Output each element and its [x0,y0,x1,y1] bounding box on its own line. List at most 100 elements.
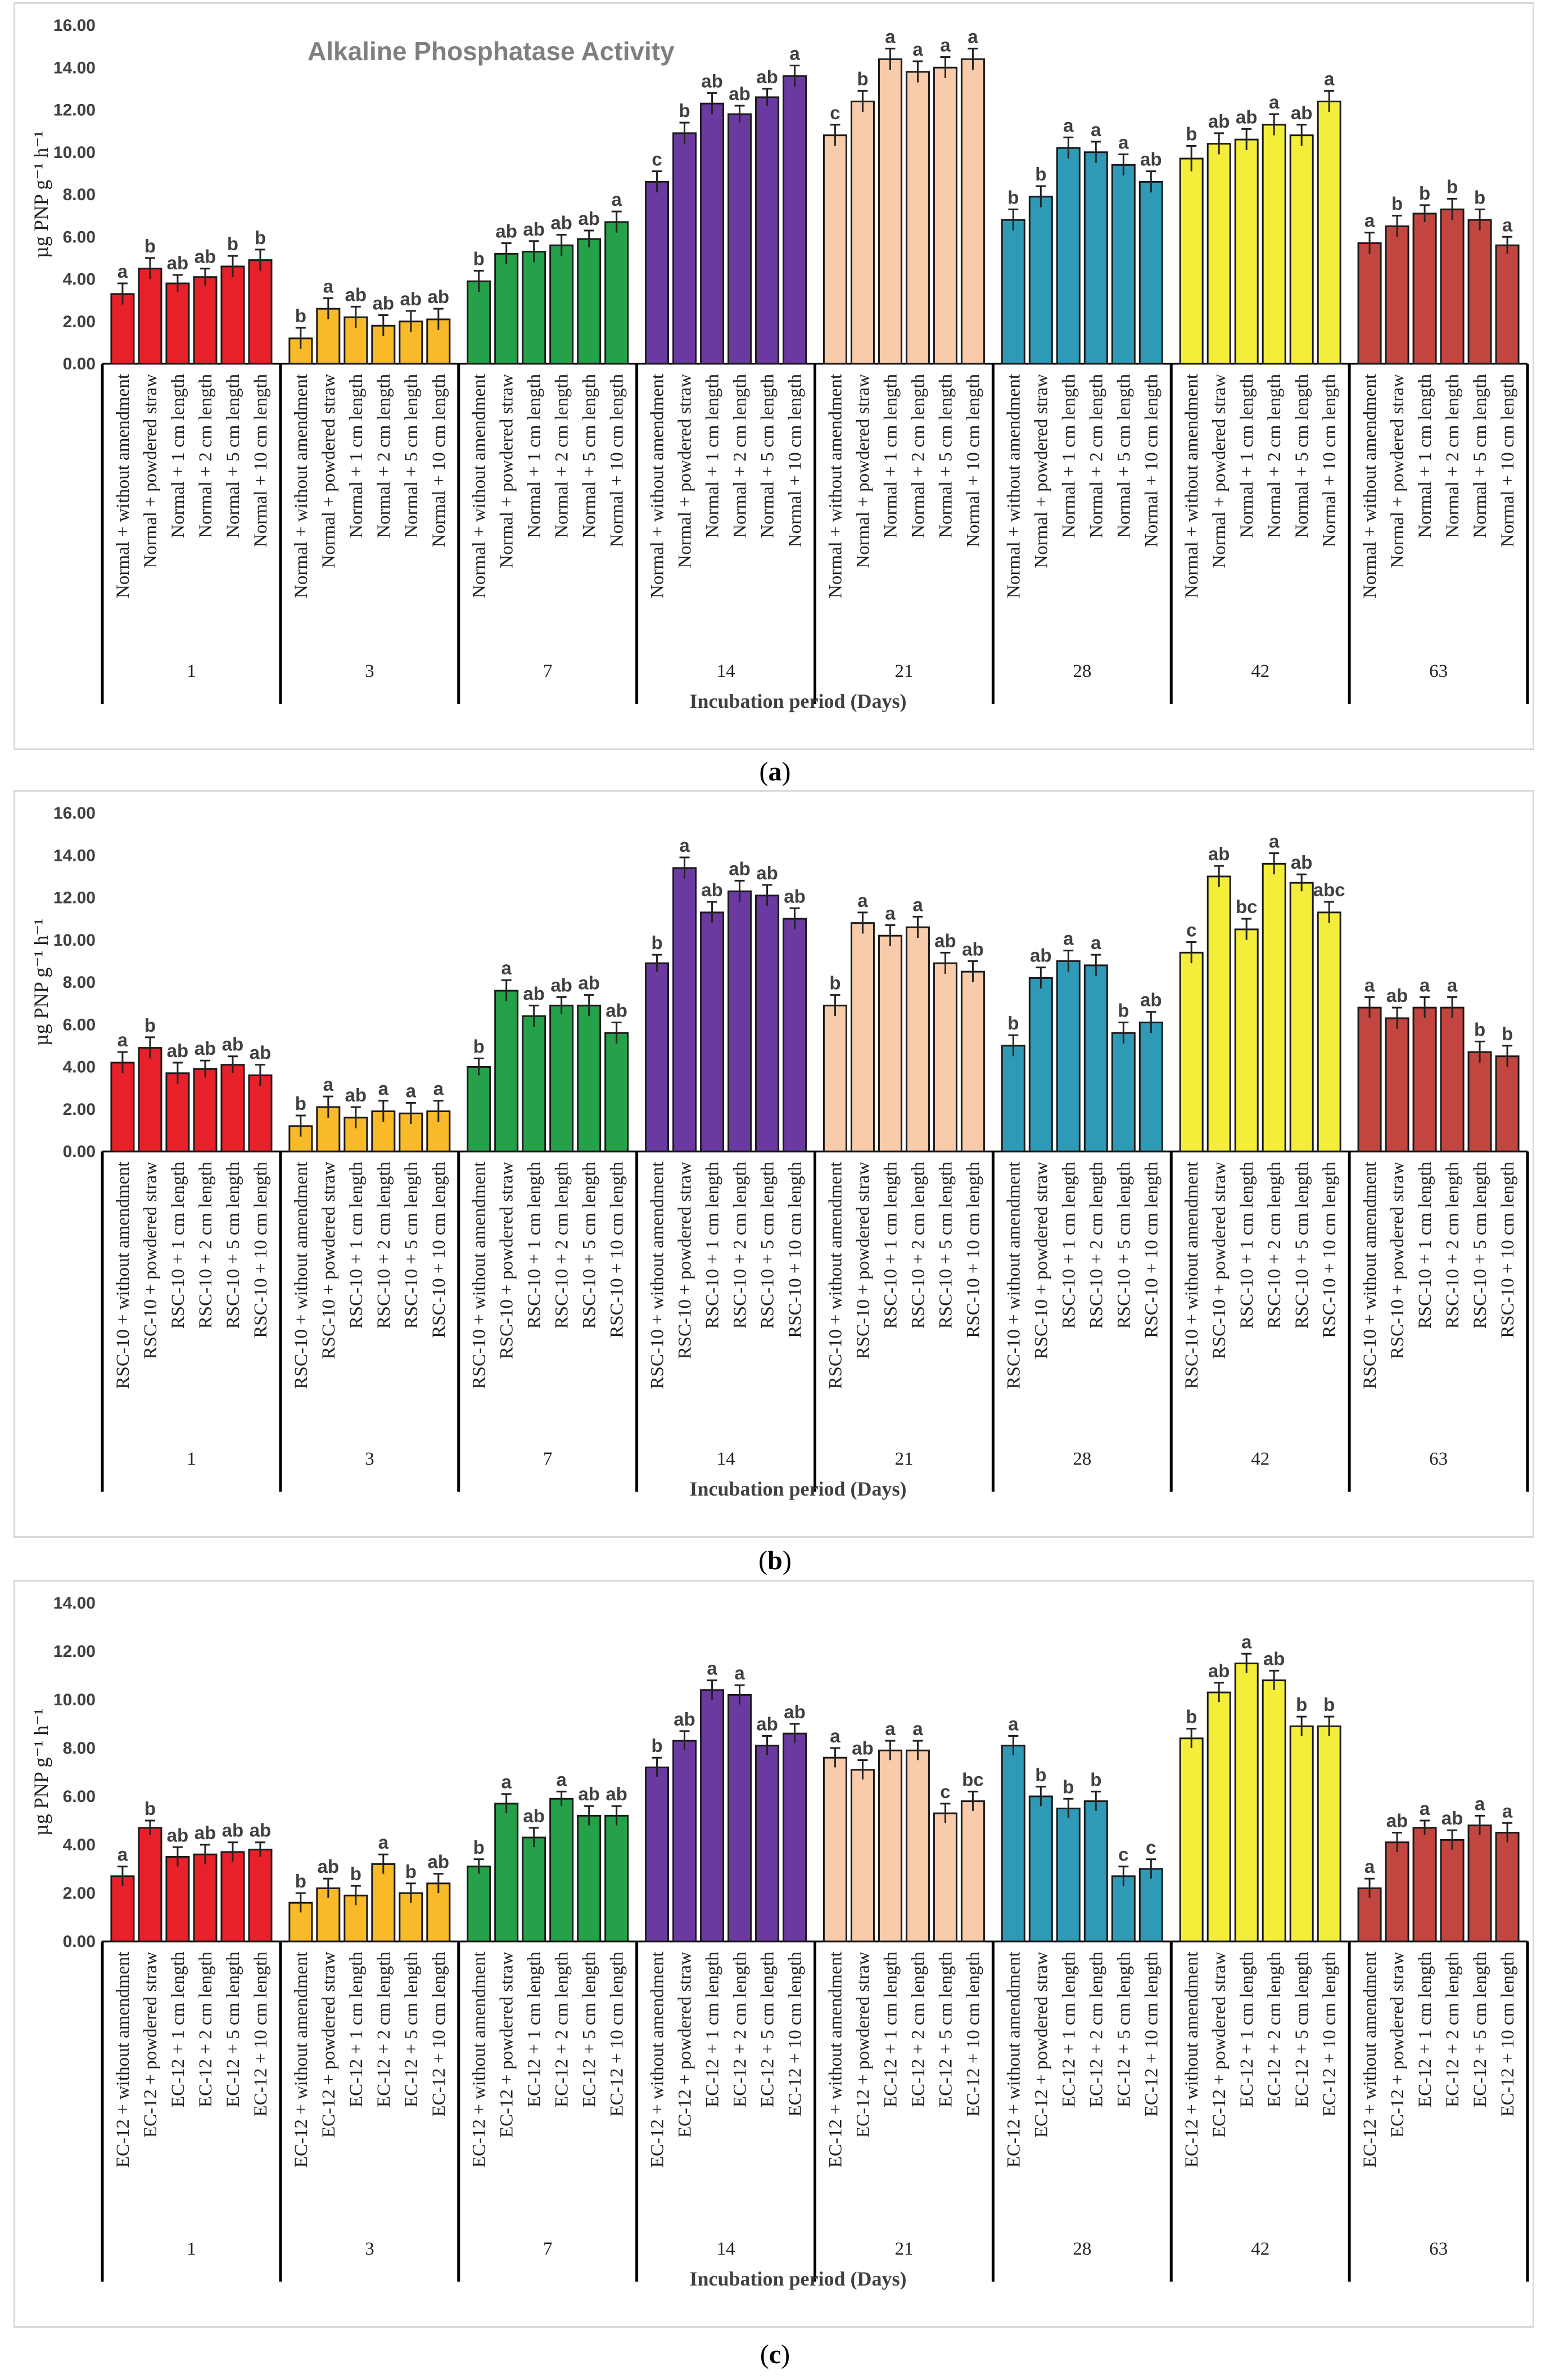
bar [110,1875,135,1943]
bar [549,1004,574,1153]
category-label: RSC-10 + powdered straw [853,1162,873,1359]
significance-letter: a [734,1663,745,1683]
category-label: EC-12 + 5 cm length [1292,1952,1312,2108]
significance-letter: b [1035,1764,1046,1785]
category-label: RSC-10 + without amendment [113,1162,133,1389]
significance-letter: ab [1140,149,1162,170]
category-label: EC-12 + 2 cm length [1086,1952,1106,2108]
category-label: Normal + 1 cm length [525,374,545,538]
significance-letter: b [1035,164,1046,184]
bar [165,1072,190,1153]
bar [1056,960,1081,1153]
significance-letter: a [1008,1714,1019,1735]
bar [1111,164,1136,365]
bar [1001,1045,1025,1153]
significance-letter: a [1063,115,1074,136]
bar [604,1032,629,1153]
significance-letter: b [1186,1706,1197,1727]
significance-letter: ab [605,1000,627,1020]
bar [1179,1737,1204,1943]
bar [248,1074,273,1153]
category-label: Normal + 10 cm length [963,374,983,548]
category-label: EC-12 + 10 cm length [963,1952,983,2117]
bar [960,970,985,1153]
category-label: EC-12 + powdered straw [1388,1952,1408,2138]
category-label: EC-12 + 5 cm length [580,1952,600,2108]
category-label: Normal + without amendment [1004,374,1024,598]
category-label: Normal + 1 cm length [880,374,901,538]
category-label: EC-12 + 10 cm length [607,1952,627,2117]
significance-letter: ab [400,288,422,309]
bar [878,58,902,365]
y-axis-title: µg PNP g⁻¹ h⁻¹ [30,1709,52,1836]
chart-c-svg: 0.00 2.00 4.00 6.00 8.00 10.00 12.00 14.00 µg PN… [30,1594,1529,2290]
y-tick-label: 6.00 [63,228,96,246]
category-label: Normal + 2 cm length [1443,374,1463,538]
chart-b-svg: 0.00 2.00 4.00 6.00 8.00 10.00 12.00 14.00 16.00… [30,804,1529,1500]
bar [371,1110,396,1153]
significance-letter: b [679,100,690,121]
significance-letter: a [1420,974,1430,995]
bar [1206,1691,1231,1943]
significance-letter: b [1007,187,1019,207]
bar [1083,151,1108,365]
significance-letter: ab [222,1034,244,1055]
category-label: EC-12 + 10 cm length [1141,1952,1162,2117]
category-label: RSC-10 + 10 cm length [785,1162,806,1338]
category-label: EC-12 + 2 cm length [1264,1952,1285,2108]
significance-letter: c [652,149,662,170]
significance-letter: a [118,1029,128,1050]
bar [371,1863,396,1943]
y-tick-label: 14.00 [53,1594,96,1613]
category-label: RSC-10 + 5 cm length [1470,1162,1490,1329]
significance-letter: ab [1291,852,1313,873]
category-label: EC-12 + 2 cm length [196,1952,216,2108]
bar [1028,977,1053,1153]
category-label: EC-12 + 5 cm length [1114,1952,1134,2108]
category-label: Normal + 5 cm length [401,374,422,538]
significance-letter: b [350,1863,361,1884]
bar [1262,124,1286,365]
category-label: Normal + 1 cm length [346,374,367,538]
bar [645,962,670,1153]
category-label: Normal + 5 cm length [1292,374,1312,538]
category-label: RSC-10 + 2 cm length [1086,1162,1106,1329]
day-label: 1 [187,1449,196,1469]
significance-letter: b [651,932,662,953]
significance-letter: ab [1208,111,1230,132]
category-label: EC-12 + 1 cm length [346,1952,367,2108]
category-label: Normal + 2 cm length [196,374,216,538]
y-tick-label: 4.00 [63,270,96,289]
category-label: RSC-10 + powdered straw [497,1162,517,1359]
category-label: EC-12 + 1 cm length [703,1952,723,2108]
bar [783,1732,807,1943]
chart-panel-b: 0.00 2.00 4.00 6.00 8.00 10.00 12.00 14.00 16.00… [13,790,1534,1538]
bar [1495,1055,1520,1153]
y-tick-label: 12.00 [53,889,96,907]
category-label: EC-12 + 10 cm length [1319,1952,1340,2117]
category-label: RSC-10 + 10 cm length [607,1162,627,1338]
category-label: Normal + 10 cm length [785,374,806,548]
category-label: Normal + 5 cm length [758,374,778,538]
category-label: EC-12 + without amendment [648,1952,668,2167]
y-tick-label: 6.00 [63,1787,96,1806]
category-label: RSC-10 + 1 cm length [1415,1162,1435,1329]
significance-letter: ab [167,1040,189,1061]
y-tick-label: 2.00 [63,1100,96,1119]
significance-letter: ab [345,1085,367,1105]
category-label: EC-12 + 5 cm length [758,1952,778,2108]
category-label: RSC-10 + 2 cm length [196,1162,216,1329]
bar [1317,1725,1341,1943]
y-tick-label: 16.00 [53,16,96,35]
bar [783,75,807,365]
bar [1385,1017,1409,1153]
chart-panel-a: 0.00 2.00 4.00 6.00 8.00 10.00 12.00 14.00 16.00… [13,2,1534,750]
significance-letter: ab [729,83,751,104]
bar [1179,157,1204,365]
y-tick-label: 2.00 [63,313,96,331]
significance-letter: a [501,958,512,978]
bar [494,252,519,365]
y-tick-label: 14.00 [53,58,96,77]
bar [1357,242,1382,365]
bar [823,1756,847,1943]
